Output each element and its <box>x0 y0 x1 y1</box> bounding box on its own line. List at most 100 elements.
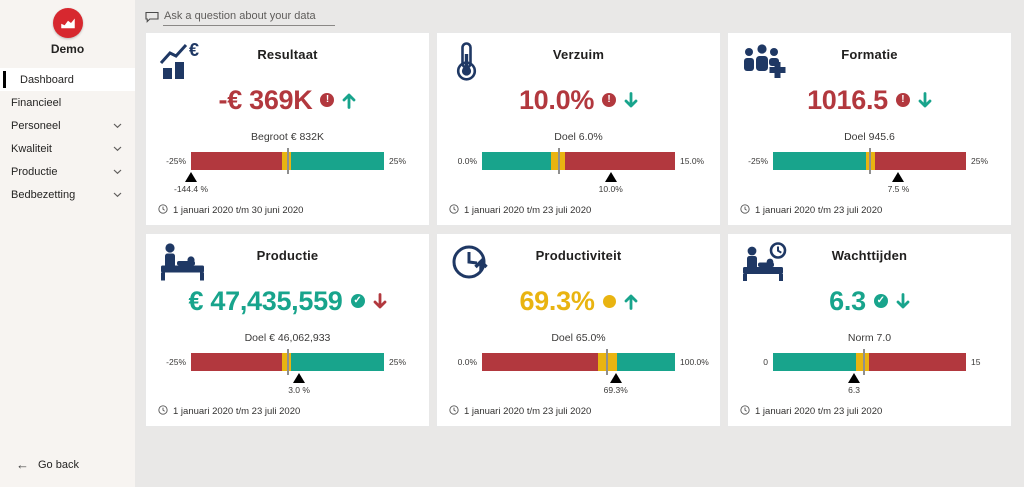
sidebar-item-bedbezetting[interactable]: Bedbezetting <box>0 183 135 206</box>
value-row: 1016.5 ! <box>740 84 999 116</box>
card-footer: 1 januari 2020 t/m 23 juli 2020 <box>449 204 591 217</box>
go-back-label: Go back <box>38 458 79 471</box>
bullet-max-label: 100.0% <box>680 357 709 367</box>
target-line <box>286 349 289 375</box>
period-label: 1 januari 2020 t/m 23 juli 2020 <box>755 406 883 417</box>
actual-marker-icon <box>609 373 622 383</box>
target-line <box>862 349 865 375</box>
bullet-chart: -25% 25% -144.4 % <box>166 148 406 194</box>
period-label: 1 januari 2020 t/m 23 juli 2020 <box>464 205 592 216</box>
value-row: 69.3% <box>449 285 708 317</box>
sidebar-item-label: Financieel <box>11 96 62 109</box>
period-label: 1 januari 2020 t/m 23 juli 2020 <box>464 406 592 417</box>
qa-input[interactable] <box>163 8 335 26</box>
sidebar-item-label: Personeel <box>11 119 61 132</box>
trend-arrow-down-icon <box>373 292 387 310</box>
bullet-min-label: -25% <box>166 357 186 367</box>
sidebar-nav: Dashboard Financieel Personeel Kwaliteit Pro… <box>0 68 135 206</box>
bullet-segment-red <box>869 353 966 371</box>
bed-clock-icon <box>741 242 789 282</box>
main-content: € Resultaat -€ 369K ! Begroot € 832K -25… <box>135 0 1024 487</box>
bullet-chart: 0.0% 100.0% 69.3% <box>458 349 709 395</box>
check-circle-icon: ✓ <box>350 294 365 308</box>
bullet-chart: 0 15 6.3 <box>763 349 980 395</box>
kpi-card-wachttijden[interactable]: Wachttijden 6.3 ✓ Norm 7.0 0 15 6.3 1 ja… <box>727 233 1012 427</box>
sidebar-item-dashboard[interactable]: Dashboard <box>0 68 135 91</box>
trend-arrow-down-icon <box>624 91 638 109</box>
bullet-segment-teal <box>617 353 675 371</box>
logo-wrap: Demo <box>0 0 135 56</box>
kpi-value: -€ 369K <box>218 84 313 115</box>
bullet-segment-red <box>191 152 282 170</box>
kpi-grid: € Resultaat -€ 369K ! Begroot € 832K -25… <box>145 32 1012 427</box>
go-back-button[interactable]: ← Go back <box>16 457 79 472</box>
patient-bed-icon <box>159 242 207 282</box>
kpi-value: € 47,435,559 <box>188 285 343 316</box>
target-line <box>558 148 561 174</box>
clock-arrow-icon <box>450 242 498 282</box>
trend-arrow-up-icon <box>342 92 356 109</box>
actual-marker-label: 3.0 % <box>288 385 310 395</box>
kpi-card-productie[interactable]: Productie € 47,435,559 ✓ Doel € 46,062,9… <box>145 233 430 427</box>
card-footer: 1 januari 2020 t/m 23 juli 2020 <box>158 405 300 418</box>
people-plus-icon <box>741 41 789 81</box>
bullet-segment-red <box>191 353 282 371</box>
app-name: Demo <box>50 42 85 56</box>
period-label: 1 januari 2020 t/m 23 juli 2020 <box>755 205 883 216</box>
bullet-track <box>482 152 675 170</box>
trend-arrow-up-icon <box>624 293 638 310</box>
bullet-max-label: 15.0% <box>680 156 705 166</box>
card-title: Wachttijden <box>831 248 908 263</box>
actual-marker-icon <box>293 373 306 383</box>
svg-text:€: € <box>189 41 199 60</box>
speech-bubble-icon <box>145 11 159 23</box>
card-footer: 1 januari 2020 t/m 23 juli 2020 <box>740 204 882 217</box>
card-footer: 1 januari 2020 t/m 30 juni 2020 <box>158 204 303 217</box>
bullet-segment-red <box>482 353 598 371</box>
clock-icon <box>158 204 168 217</box>
card-title: Verzuim <box>552 47 605 62</box>
kpi-card-verzuim[interactable]: Verzuim 10.0% ! Doel 6.0% 0.0% 15.0% 10.… <box>436 32 721 226</box>
sidebar-item-label: Bedbezetting <box>11 188 76 201</box>
period-label: 1 januari 2020 t/m 23 juli 2020 <box>173 406 301 417</box>
sidebar-item-kwaliteit[interactable]: Kwaliteit <box>0 137 135 160</box>
sidebar-item-label: Kwaliteit <box>11 142 52 155</box>
qa-bar <box>145 0 1012 30</box>
bullet-segment-teal <box>291 152 384 170</box>
trend-arrow-down-icon <box>896 292 910 310</box>
kpi-card-formatie[interactable]: Formatie 1016.5 ! Doel 945.6 -25% 25% 7.… <box>727 32 1012 226</box>
clock-icon <box>740 204 750 217</box>
bullet-max-label: 25% <box>389 357 407 367</box>
value-row: -€ 369K ! <box>158 84 417 116</box>
kpi-target-label: Norm 7.0 <box>847 332 892 344</box>
clock-icon <box>740 405 750 418</box>
bullet-segment-red <box>564 152 675 170</box>
kpi-card-productiviteit[interactable]: Productiviteit 69.3% Doel 65.0% 0.0% 100… <box>436 233 721 427</box>
sidebar-item-label: Dashboard <box>20 73 74 86</box>
bullet-max-label: 25% <box>389 156 407 166</box>
target-line <box>286 148 289 174</box>
card-footer: 1 januari 2020 t/m 23 juli 2020 <box>740 405 882 418</box>
card-title: Formatie <box>841 47 898 62</box>
kpi-card-resultaat[interactable]: € Resultaat -€ 369K ! Begroot € 832K -25… <box>145 32 430 226</box>
chevron-down-icon <box>113 123 122 129</box>
chevron-down-icon <box>113 192 122 198</box>
sidebar-item-financieel[interactable]: Financieel <box>0 91 135 114</box>
sidebar-item-personeel[interactable]: Personeel <box>0 114 135 137</box>
actual-marker-icon <box>185 172 197 182</box>
bullet-min-label: 0 <box>763 357 768 367</box>
kpi-target-label: Doel 945.6 <box>844 131 895 143</box>
sidebar-item-productie[interactable]: Productie <box>0 160 135 183</box>
card-footer: 1 januari 2020 t/m 23 juli 2020 <box>449 405 591 418</box>
bullet-segment-teal <box>773 353 856 371</box>
clock-icon <box>449 405 459 418</box>
target-line <box>606 349 609 375</box>
kpi-value: 10.0% <box>518 84 595 115</box>
period-label: 1 januari 2020 t/m 30 juni 2020 <box>173 205 304 216</box>
card-title: Productiviteit <box>535 248 622 263</box>
value-row: 6.3 ✓ <box>740 285 999 317</box>
bullet-segment-red <box>875 152 966 170</box>
kpi-target-label: Doel € 46,062,933 <box>244 332 331 344</box>
app-logo-icon <box>52 8 83 38</box>
